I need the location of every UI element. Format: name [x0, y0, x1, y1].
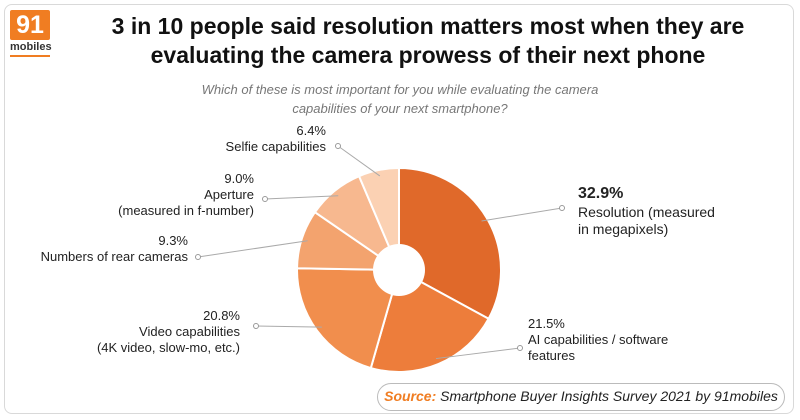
- slice-category-label: Video capabilities: [139, 324, 240, 339]
- leader-dot: [517, 345, 523, 351]
- brand-logo: 91 mobiles: [10, 10, 56, 62]
- slice-category-label: Aperture: [204, 187, 254, 202]
- leader-dot: [253, 323, 259, 329]
- logo-tagline-bar: [10, 55, 50, 57]
- chart-title: 3 in 10 people said resolution matters m…: [70, 12, 786, 70]
- slice-category-label: AI capabilities / software: [528, 332, 668, 347]
- slice-value-label: 9.3%: [158, 233, 188, 248]
- source-label: Source:: [384, 388, 437, 404]
- source-text: Smartphone Buyer Insights Survey 2021 by…: [440, 388, 778, 404]
- chart-subtitle: Which of these is most important for you…: [140, 80, 660, 118]
- pie-slice: [296, 267, 401, 370]
- donut-hole: [373, 244, 425, 296]
- card-frame: [4, 4, 794, 414]
- logo-word: mobiles: [10, 41, 52, 53]
- leader-line: [337, 145, 381, 177]
- title-line-1: 3 in 10 people said resolution matters m…: [111, 13, 745, 39]
- slice-value-label: 20.8%: [203, 308, 240, 323]
- slice-category-label: Numbers of rear cameras: [41, 249, 189, 264]
- leader-dot: [335, 143, 341, 149]
- source-badge: Source: Smartphone Buyer Insights Survey…: [377, 383, 785, 411]
- leader-line: [435, 347, 521, 360]
- pie-slice: [357, 166, 400, 271]
- title-line-2: evaluating the camera prowess of their n…: [150, 42, 706, 68]
- leader-dot: [559, 205, 565, 211]
- slice-category-label: (4K video, slow-mo, etc.): [97, 340, 240, 355]
- subtitle-line-1: Which of these is most important for you…: [201, 82, 599, 97]
- slice-value-label: 32.9%: [578, 185, 623, 202]
- leader-dot: [262, 196, 268, 202]
- logo-number: 91: [10, 10, 50, 40]
- leader-line: [481, 207, 563, 222]
- slice-category-label: Selfie capabilities: [226, 139, 327, 154]
- leader-line: [197, 240, 308, 258]
- subtitle-line-2: capabilities of your next smartphone?: [292, 101, 508, 116]
- slice-value-label: 21.5%: [528, 316, 565, 331]
- slice-category-label: (measured in f-number): [118, 203, 254, 218]
- slice-value-label: 6.4%: [296, 123, 326, 138]
- pie-slice: [398, 166, 502, 321]
- slice-category-label: in megapixels): [578, 221, 668, 237]
- slice-category-label: features: [528, 348, 575, 363]
- slice-value-label: 9.0%: [224, 171, 254, 186]
- leader-line: [255, 325, 322, 328]
- slice-category-label: Resolution (measured: [578, 204, 715, 220]
- leader-dot: [195, 254, 201, 260]
- leader-line: [264, 195, 339, 200]
